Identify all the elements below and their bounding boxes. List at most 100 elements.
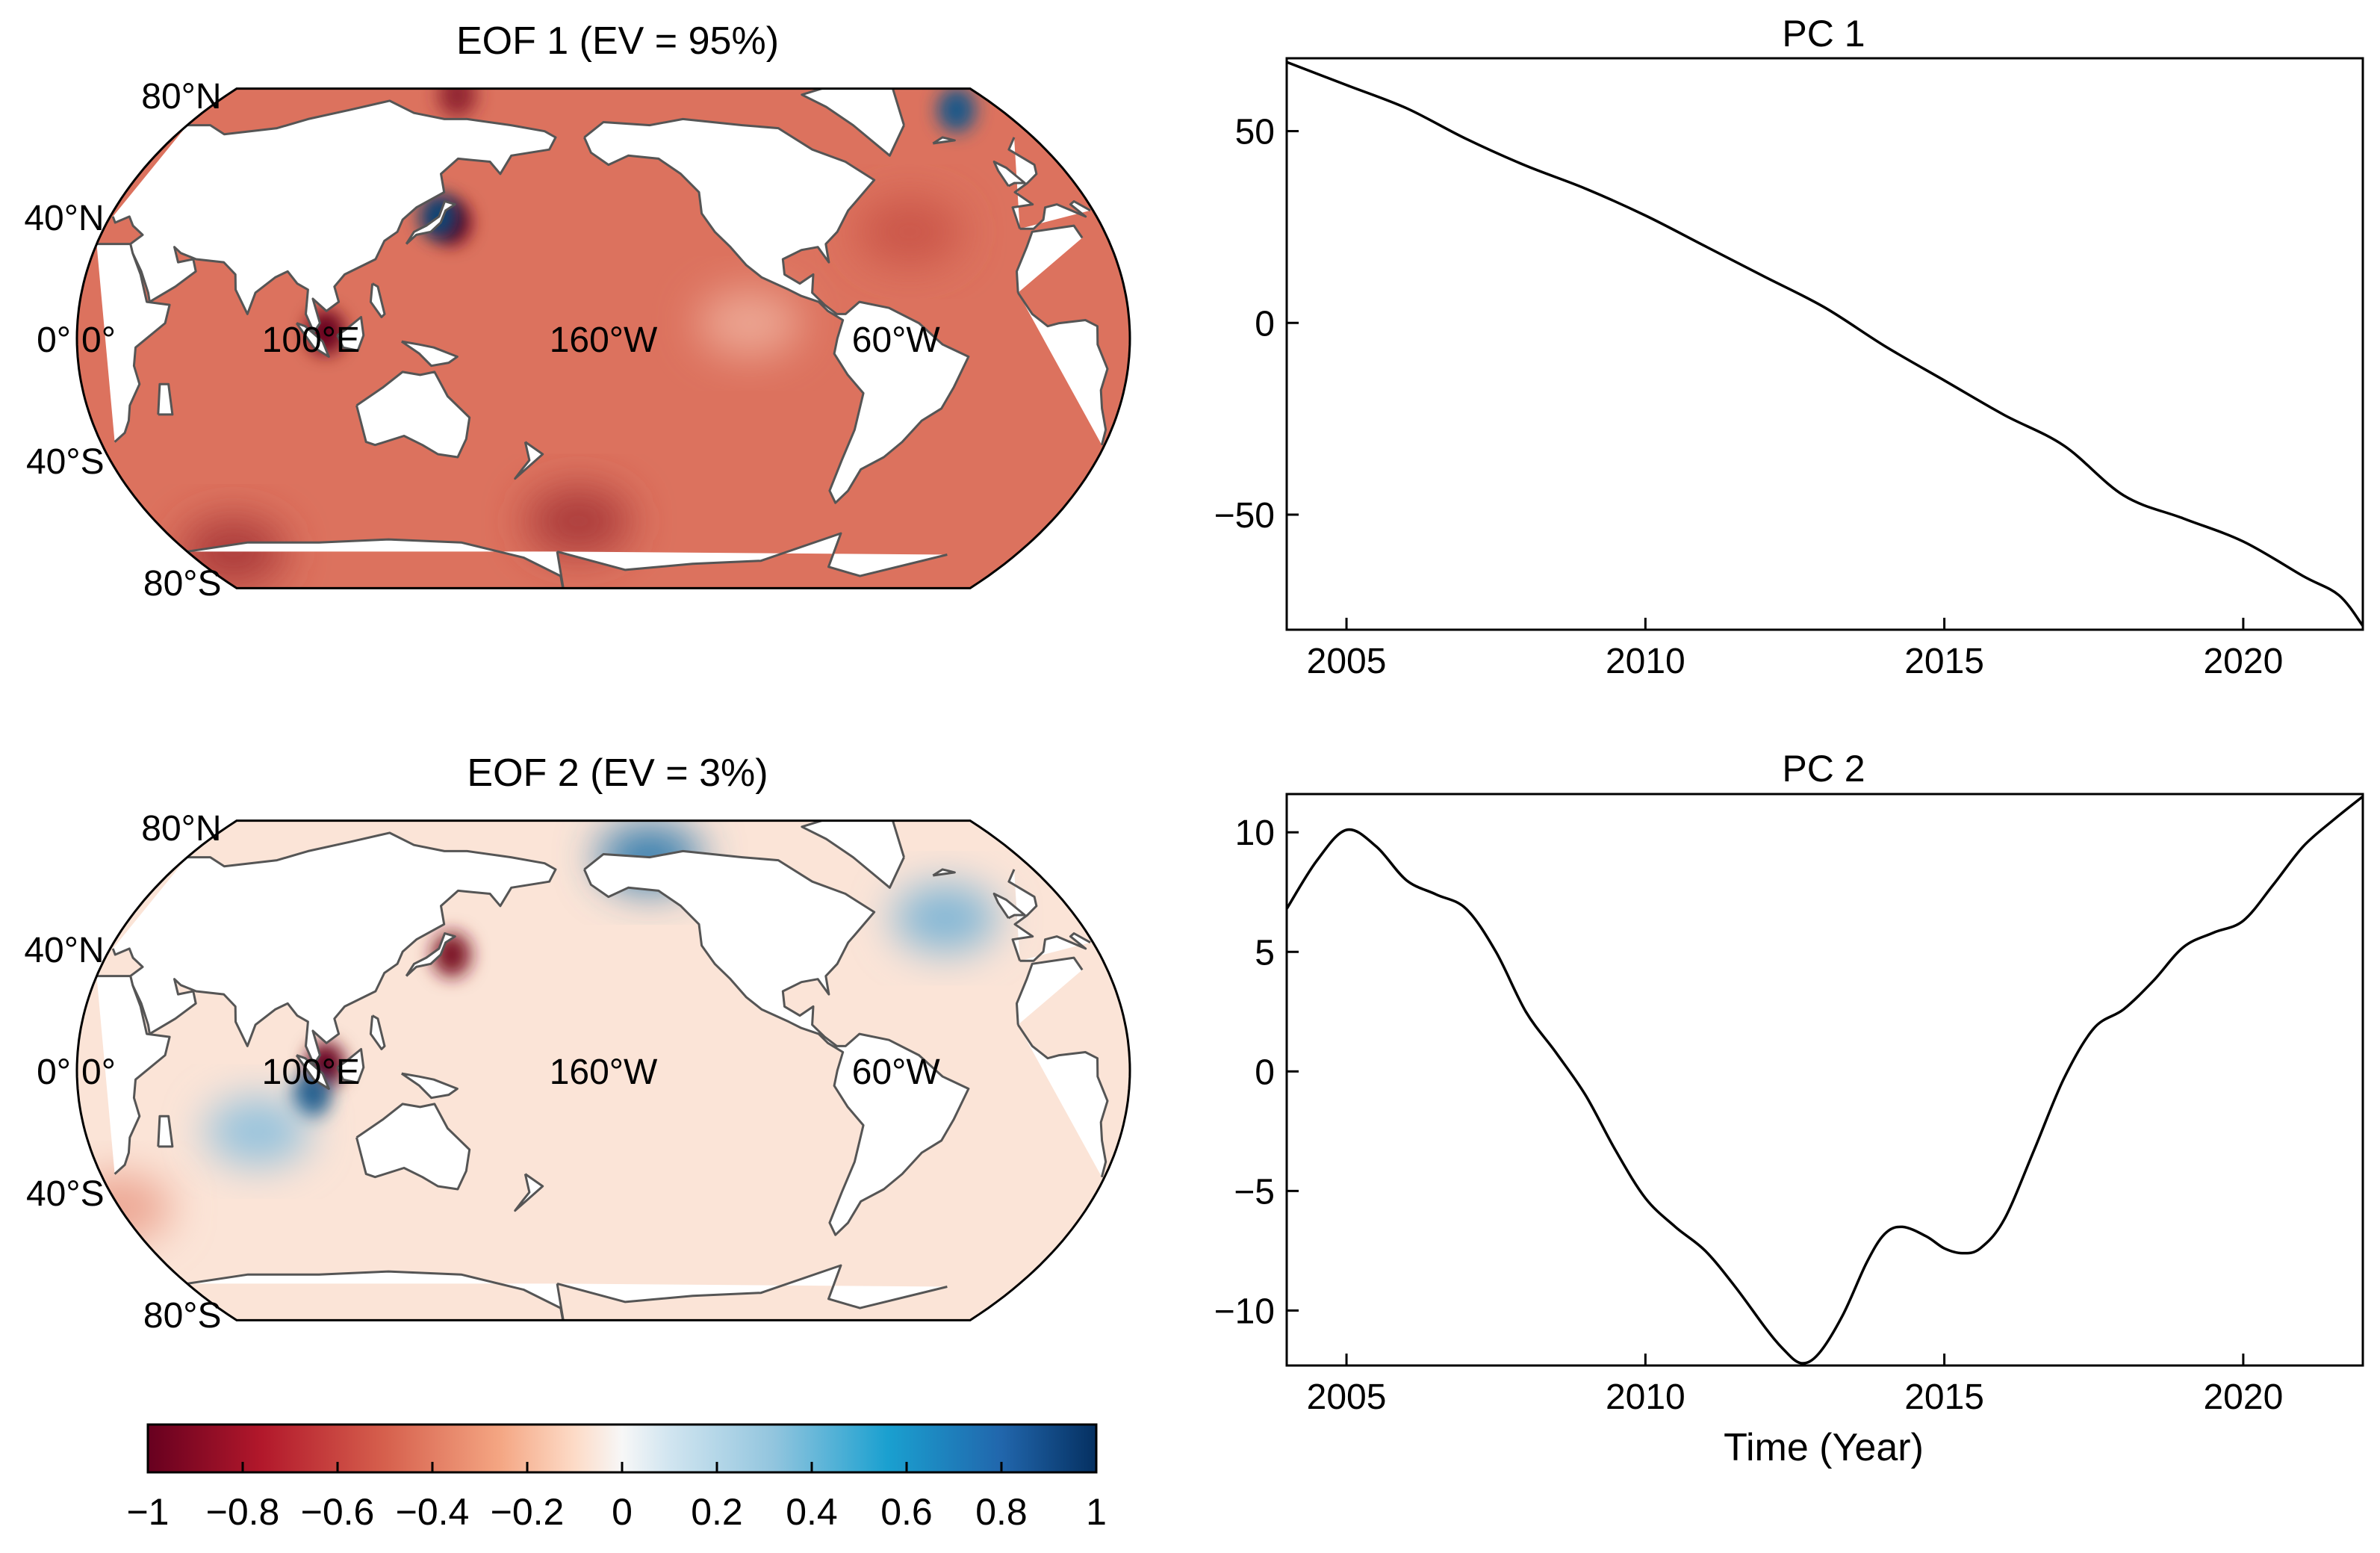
anomaly-patch-3	[936, 88, 976, 133]
pc1-ytick-label-1: 0	[1255, 304, 1275, 344]
landmass-12	[514, 1173, 544, 1212]
pc1-title: PC 1	[1782, 13, 1865, 55]
colorbar-tick-label-5: 0	[612, 1491, 633, 1533]
anomaly-patch-4	[892, 884, 998, 952]
pc1-series-line	[1286, 61, 2364, 627]
eof1-lon-label-0: 0°	[81, 320, 116, 360]
landmass-10	[336, 316, 365, 352]
eof1-field	[77, 88, 1130, 589]
landmass-13	[932, 868, 956, 877]
colorbar-tick-label-8: 0.6	[880, 1491, 933, 1533]
landmass-11	[400, 340, 459, 368]
landmass-11	[400, 1072, 459, 1100]
colorbar-tick-label-6: 0.2	[691, 1491, 743, 1533]
eof2-lon-label-3: 60°W	[852, 1053, 941, 1092]
eof1-map-panel: EOF 1 (EV = 95%) 80°N 40°N 0° 40°S 80°S 0° 100…	[24, 19, 1131, 604]
colorbar-tick-label-3: −0.4	[396, 1491, 470, 1533]
colorbar-tick-label-4: −0.2	[491, 1491, 565, 1533]
landmass-6	[157, 1115, 174, 1148]
landmass-8	[992, 161, 1026, 187]
landmass-3	[96, 224, 1109, 446]
colorbar-tick-label-7: 0.4	[786, 1491, 838, 1533]
eof2-map-border	[75, 819, 1131, 1321]
anomaly-patch-6	[857, 198, 963, 266]
landmass-3	[96, 956, 1109, 1178]
pc1-panel: PC 1 2005 2010 2015 2020 50 0 −50	[1214, 13, 2364, 681]
landmass-9	[295, 322, 330, 358]
anomaly-patch-5	[697, 289, 802, 357]
eof1-lat-label-0: 80°N	[141, 77, 221, 117]
colorbar-tick-label-0: −1	[126, 1491, 169, 1533]
pc1-ytick-label-0: 50	[1235, 113, 1275, 152]
pc1-xtick-label-1: 2010	[1606, 642, 1685, 681]
pc2-title: PC 2	[1782, 748, 1865, 790]
pc1-axes-box	[1285, 57, 2364, 631]
anomaly-patch-4	[438, 88, 477, 117]
landmass-2	[111, 99, 1091, 334]
landmass-13	[932, 136, 956, 145]
landmass-12	[514, 441, 544, 480]
pc2-series-line	[1285, 795, 2364, 1365]
eof2-field	[77, 820, 1130, 1321]
eof2-lat-label-0: 80°N	[141, 809, 221, 849]
eof2-lat-label-1: 40°N	[24, 931, 104, 970]
colorbar-tick-label-9: 0.8	[975, 1491, 1028, 1533]
pc1-xtick-label-2: 2015	[1904, 642, 1984, 681]
landmass-4	[355, 1103, 471, 1191]
colorbar-tick-label-10: 1	[1086, 1491, 1107, 1533]
colorbar-tick-label-2: −0.6	[301, 1491, 375, 1533]
pc2-xtick-label-0: 2005	[1307, 1377, 1387, 1417]
eof1-lat-label-3: 40°S	[26, 442, 105, 482]
landmass-6	[157, 382, 174, 416]
landmass-10	[336, 1048, 365, 1084]
landmass-2	[111, 831, 1091, 1066]
eof1-lat-label-4: 80°S	[143, 564, 222, 604]
pc2-ytick-label-2: 0	[1255, 1053, 1275, 1092]
pc2-ytick-label-0: 10	[1235, 813, 1275, 853]
colorbar-tick-label-1: −0.8	[206, 1491, 280, 1533]
eof1-lat-label-2: 0°	[37, 320, 71, 360]
eof1-title: EOF 1 (EV = 95%)	[456, 19, 779, 63]
pc2-axes-box	[1285, 793, 2364, 1367]
eof2-lon-label-0: 0°	[81, 1053, 116, 1092]
landmass-1	[801, 88, 905, 157]
eof2-lon-label-1: 100°E	[262, 1053, 360, 1092]
eof1-lat-label-1: 40°N	[24, 199, 104, 238]
pc2-xtick-label-2: 2015	[1904, 1377, 1984, 1417]
landmass-9	[295, 1054, 330, 1090]
landmass-14	[369, 282, 386, 318]
eof2-lon-label-2: 160°W	[550, 1053, 658, 1092]
pc2-panel: PC 2 2005 2010 2015 2020 10 5 0 −5 −10 Time (Yea…	[1214, 748, 2364, 1469]
landmass-7	[405, 932, 456, 977]
landmass-0	[583, 117, 970, 504]
landmass-5	[187, 1264, 948, 1321]
anomaly-patch-3	[205, 1097, 311, 1165]
eof1-map-border	[75, 87, 1131, 589]
landmass-8	[992, 893, 1026, 920]
eof2-title: EOF 2 (EV = 3%)	[467, 751, 768, 795]
eof2-map-panel: EOF 2 (EV = 3%) 80°N 40°N 0° 40°S 80°S 0° 100°…	[24, 751, 1131, 1336]
eof2-land	[96, 820, 1109, 1321]
landmass-1	[801, 820, 905, 889]
pc2-xtick-label-1: 2010	[1606, 1377, 1685, 1417]
landmass-7	[405, 200, 456, 245]
landmass-4	[355, 371, 471, 459]
anomaly-patch-7	[526, 487, 631, 555]
landmass-5	[187, 532, 948, 589]
pc2-ytick-label-4: −10	[1214, 1292, 1275, 1331]
eof2-lat-label-4: 80°S	[143, 1296, 222, 1336]
eof1-lon-label-2: 160°W	[550, 320, 658, 360]
colorbar: −1 −0.8 −0.6 −0.4 −0.2 0 0.2 0.4 0.6 0.8 1	[126, 1423, 1107, 1533]
pc1-xtick-label-0: 2005	[1307, 642, 1387, 681]
eof1-lon-label-3: 60°W	[852, 320, 941, 360]
eof1-land	[96, 88, 1109, 589]
pc2-ytick-label-1: 5	[1255, 933, 1275, 973]
landmass-14	[369, 1014, 386, 1050]
pc2-ytick-label-3: −5	[1234, 1172, 1275, 1212]
pc1-xtick-label-3: 2020	[2203, 642, 2283, 681]
eof2-lat-label-2: 0°	[37, 1053, 71, 1092]
eof2-lat-label-3: 40°S	[26, 1174, 105, 1214]
pc2-xlabel: Time (Year)	[1724, 1426, 1924, 1469]
landmass-0	[583, 849, 970, 1236]
